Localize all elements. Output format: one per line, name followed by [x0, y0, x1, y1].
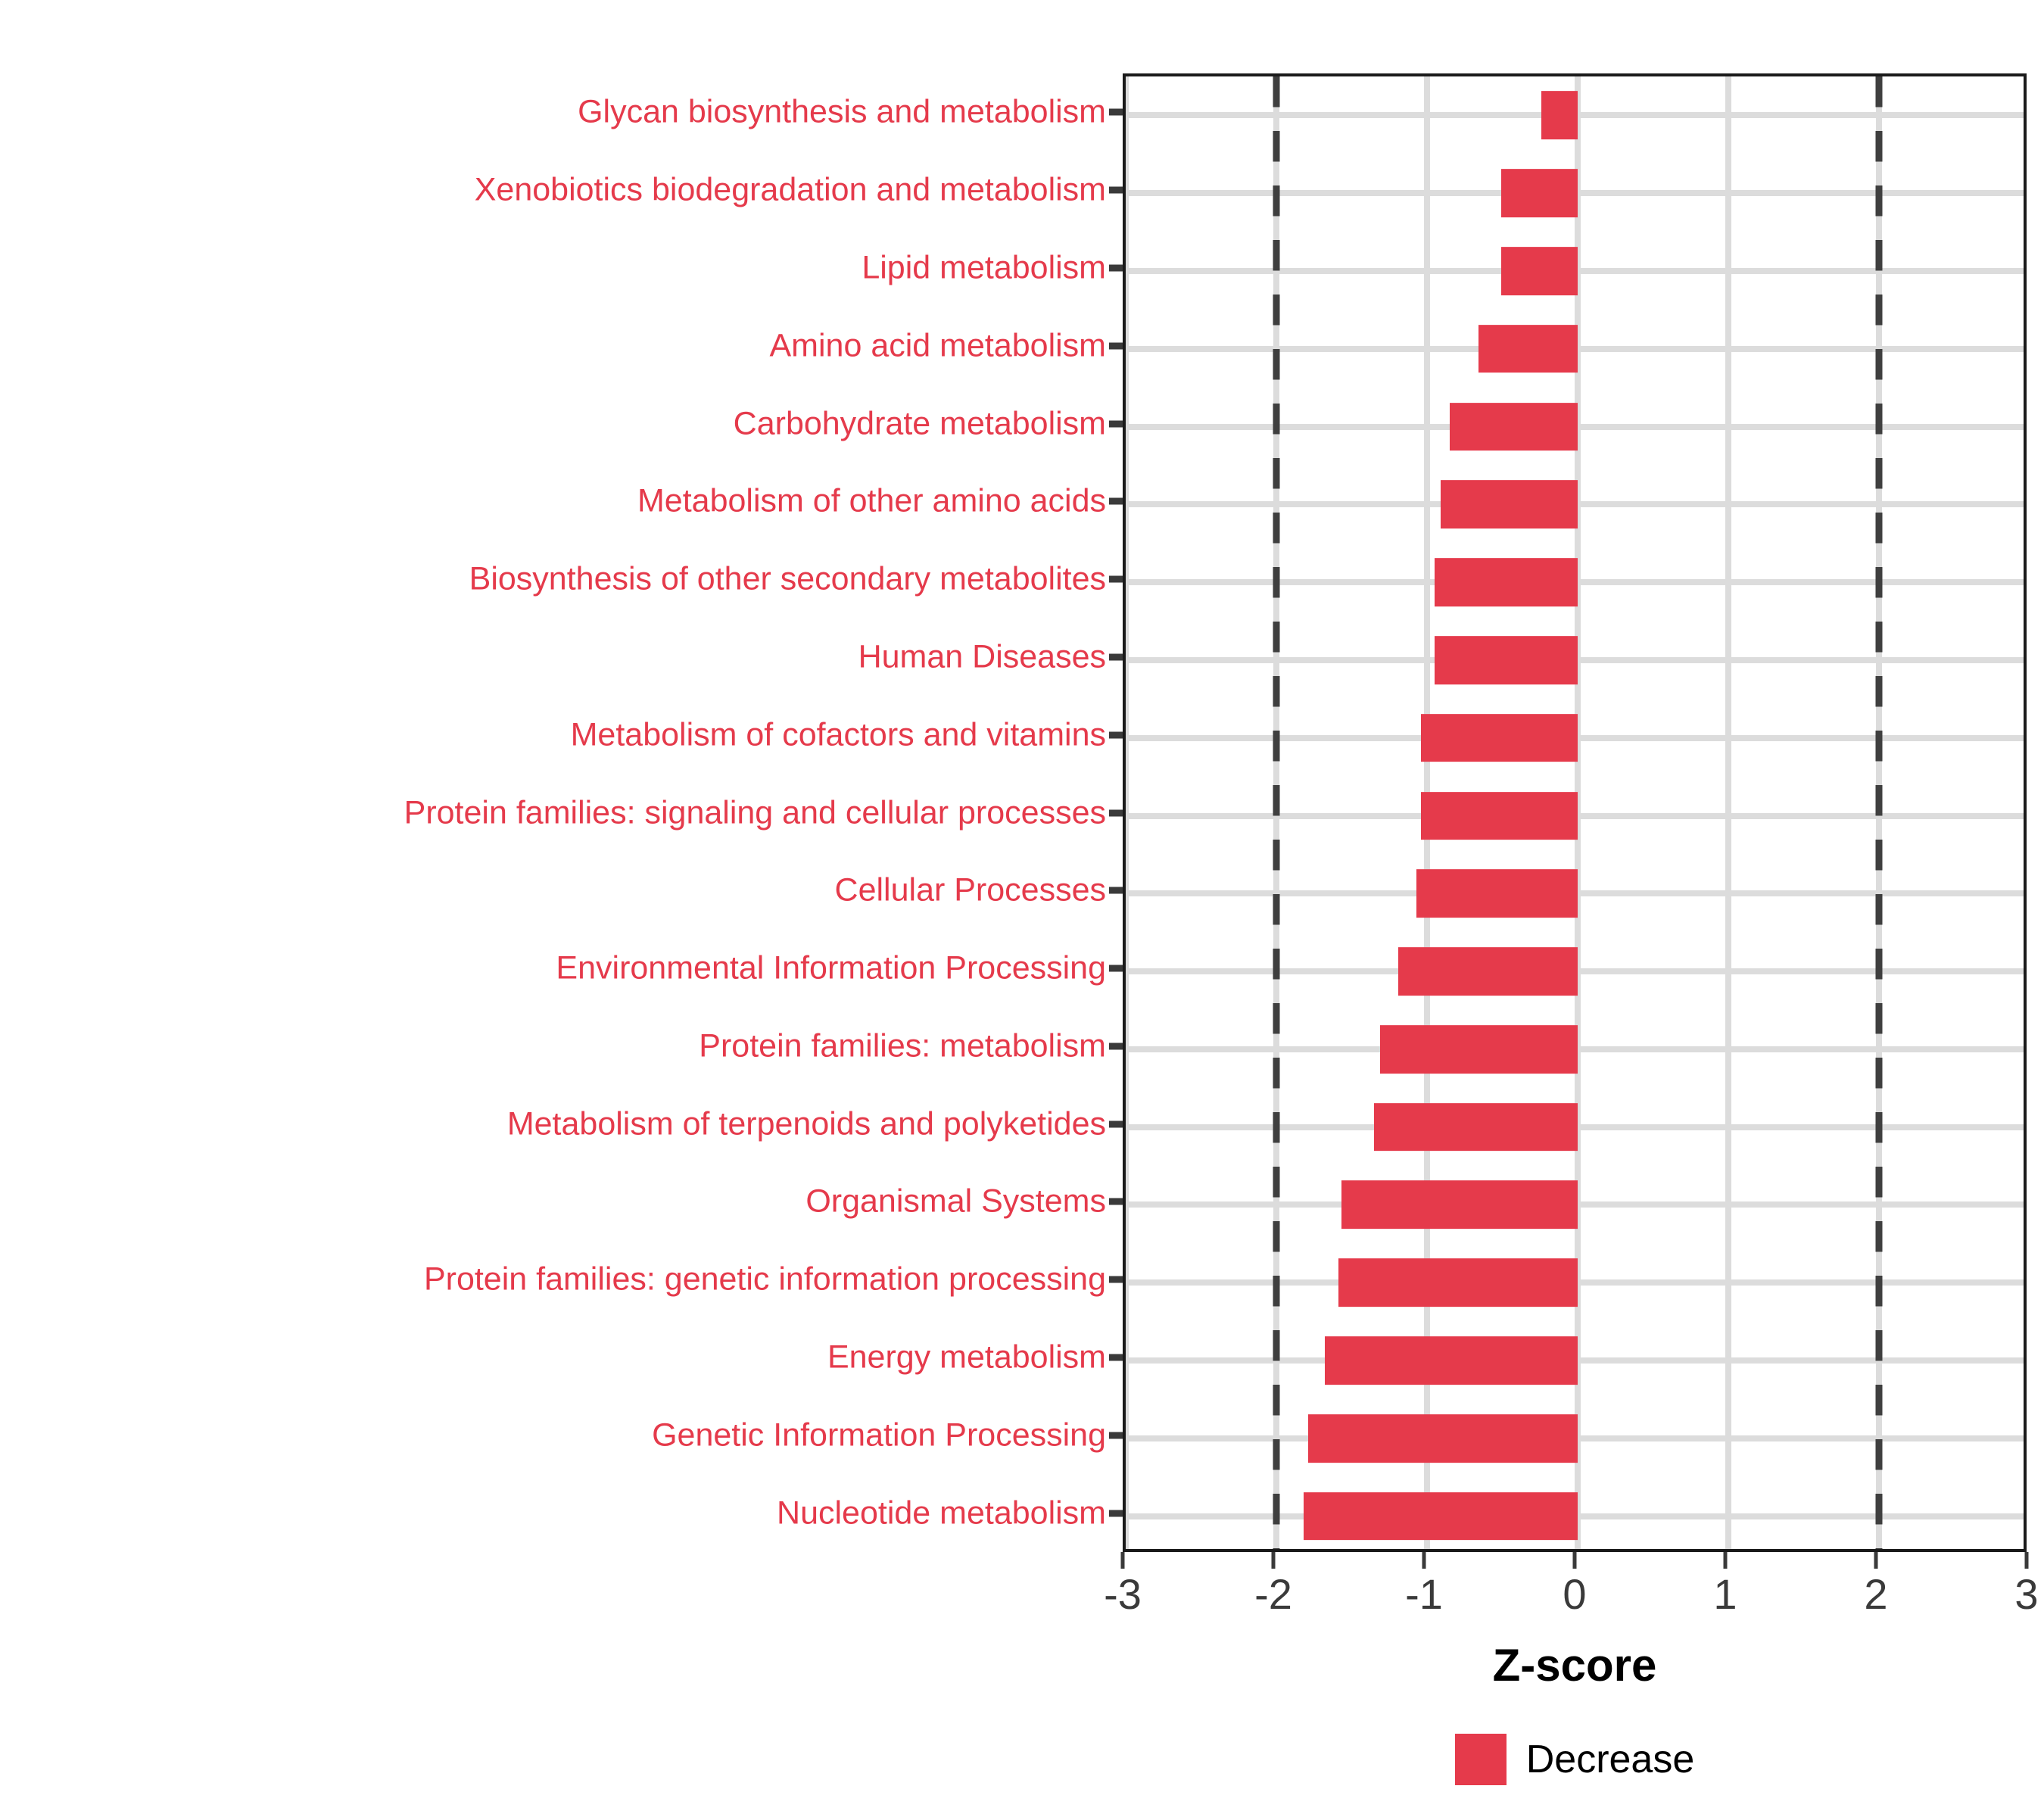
category-label: Carbohydrate metabolism [733, 405, 1106, 442]
reference-line [1273, 76, 1280, 1549]
category-label: Energy metabolism [827, 1339, 1106, 1376]
y-axis-tick [1109, 1432, 1123, 1439]
legend-label-decrease: Decrease [1525, 1738, 1695, 1781]
category-label: Metabolism of cofactors and vitamins [570, 716, 1106, 753]
x-axis-tick-label: -1 [1405, 1570, 1443, 1618]
bar[interactable] [1374, 1102, 1578, 1152]
y-axis-tick [1109, 887, 1123, 894]
category-axis-labels: Glycan biosynthesis and metabolism Xenobi… [0, 73, 1123, 1552]
x-axis-tick [1874, 1552, 1878, 1569]
x-axis: -3 -2 -1 0 1 2 3 [1104, 1552, 2039, 1650]
x-axis-tick-label: 3 [2014, 1570, 2039, 1618]
category-label: Xenobiotics biodegradation and metabolis… [474, 171, 1106, 208]
y-axis-tick [1109, 342, 1123, 350]
x-axis-title: Z-score [1492, 1640, 1657, 1691]
category-label: Amino acid metabolism [769, 327, 1106, 364]
category-label: Genetic Information Processing [652, 1417, 1106, 1454]
bar[interactable] [1324, 1336, 1578, 1385]
y-axis-tick [1109, 108, 1123, 116]
x-axis-tick-label: 0 [1563, 1570, 1587, 1618]
x-axis-tick-label: 2 [1864, 1570, 1888, 1618]
x-axis-tick [1572, 1552, 1577, 1569]
y-axis-tick [1109, 1276, 1123, 1283]
bar[interactable] [1541, 91, 1578, 140]
bar[interactable] [1303, 1491, 1578, 1541]
category-label: Nucleotide metabolism [777, 1494, 1106, 1532]
y-axis-tick [1109, 1510, 1123, 1517]
y-axis-tick [1109, 1120, 1123, 1128]
legend-color-key-decrease [1454, 1734, 1507, 1785]
plot-area [1126, 76, 2024, 1549]
bar[interactable] [1421, 791, 1578, 840]
category-label: Organismal Systems [805, 1183, 1106, 1220]
category-label: Metabolism of other amino acids [637, 482, 1106, 519]
bar[interactable] [1398, 947, 1578, 996]
category-label: Lipid metabolism [862, 249, 1106, 286]
bar[interactable] [1307, 1413, 1578, 1463]
bar[interactable] [1338, 1258, 1578, 1307]
bar[interactable] [1434, 636, 1578, 684]
x-axis-tick-label: -3 [1104, 1570, 1142, 1618]
category-label: Cellular Processes [834, 871, 1106, 908]
y-axis-tick [1109, 653, 1123, 661]
category-label: Environmental Information Processing [556, 949, 1106, 986]
y-axis-tick [1109, 420, 1123, 428]
bar[interactable] [1449, 402, 1578, 451]
x-axis-tick-label: 1 [1713, 1570, 1737, 1618]
category-label: Protein families: metabolism [699, 1027, 1106, 1064]
bar[interactable] [1380, 1025, 1578, 1074]
category-label: Glycan biosynthesis and metabolism [578, 93, 1106, 130]
category-label: Biosynthesis of other secondary metaboli… [469, 560, 1106, 597]
bar[interactable] [1341, 1180, 1578, 1230]
y-axis-tick [1109, 186, 1123, 194]
y-axis-tick [1109, 264, 1123, 272]
category-label: Protein families: signaling and cellular… [404, 794, 1106, 831]
category-label: Protein families: genetic information pr… [423, 1261, 1106, 1298]
y-axis-tick [1109, 731, 1123, 739]
y-axis-tick [1109, 575, 1123, 583]
bar[interactable] [1416, 869, 1578, 918]
y-axis-tick [1109, 1198, 1123, 1205]
y-axis-tick [1109, 965, 1123, 972]
y-axis-tick [1109, 497, 1123, 505]
x-axis-tick [1271, 1552, 1276, 1569]
bar[interactable] [1478, 324, 1578, 373]
x-axis-tick [1422, 1552, 1426, 1569]
x-axis-tick [1723, 1552, 1728, 1569]
x-axis-tick-label: -2 [1254, 1570, 1292, 1618]
bar[interactable] [1421, 713, 1578, 762]
bar[interactable] [1500, 169, 1578, 218]
bar[interactable] [1500, 247, 1578, 295]
x-axis-tick [1120, 1552, 1125, 1569]
category-label: Human Diseases [858, 638, 1106, 675]
bar[interactable] [1440, 480, 1578, 529]
reference-line [1875, 76, 1883, 1549]
y-axis-tick [1109, 1354, 1123, 1361]
x-axis-tick [2024, 1552, 2029, 1569]
plot-panel [1123, 73, 2027, 1552]
y-axis-tick [1109, 809, 1123, 816]
y-axis-tick [1109, 1043, 1123, 1050]
bar[interactable] [1434, 558, 1578, 606]
category-label: Metabolism of terpenoids and polyketides [506, 1105, 1106, 1142]
chart-legend: Decrease [1123, 1734, 2027, 1785]
